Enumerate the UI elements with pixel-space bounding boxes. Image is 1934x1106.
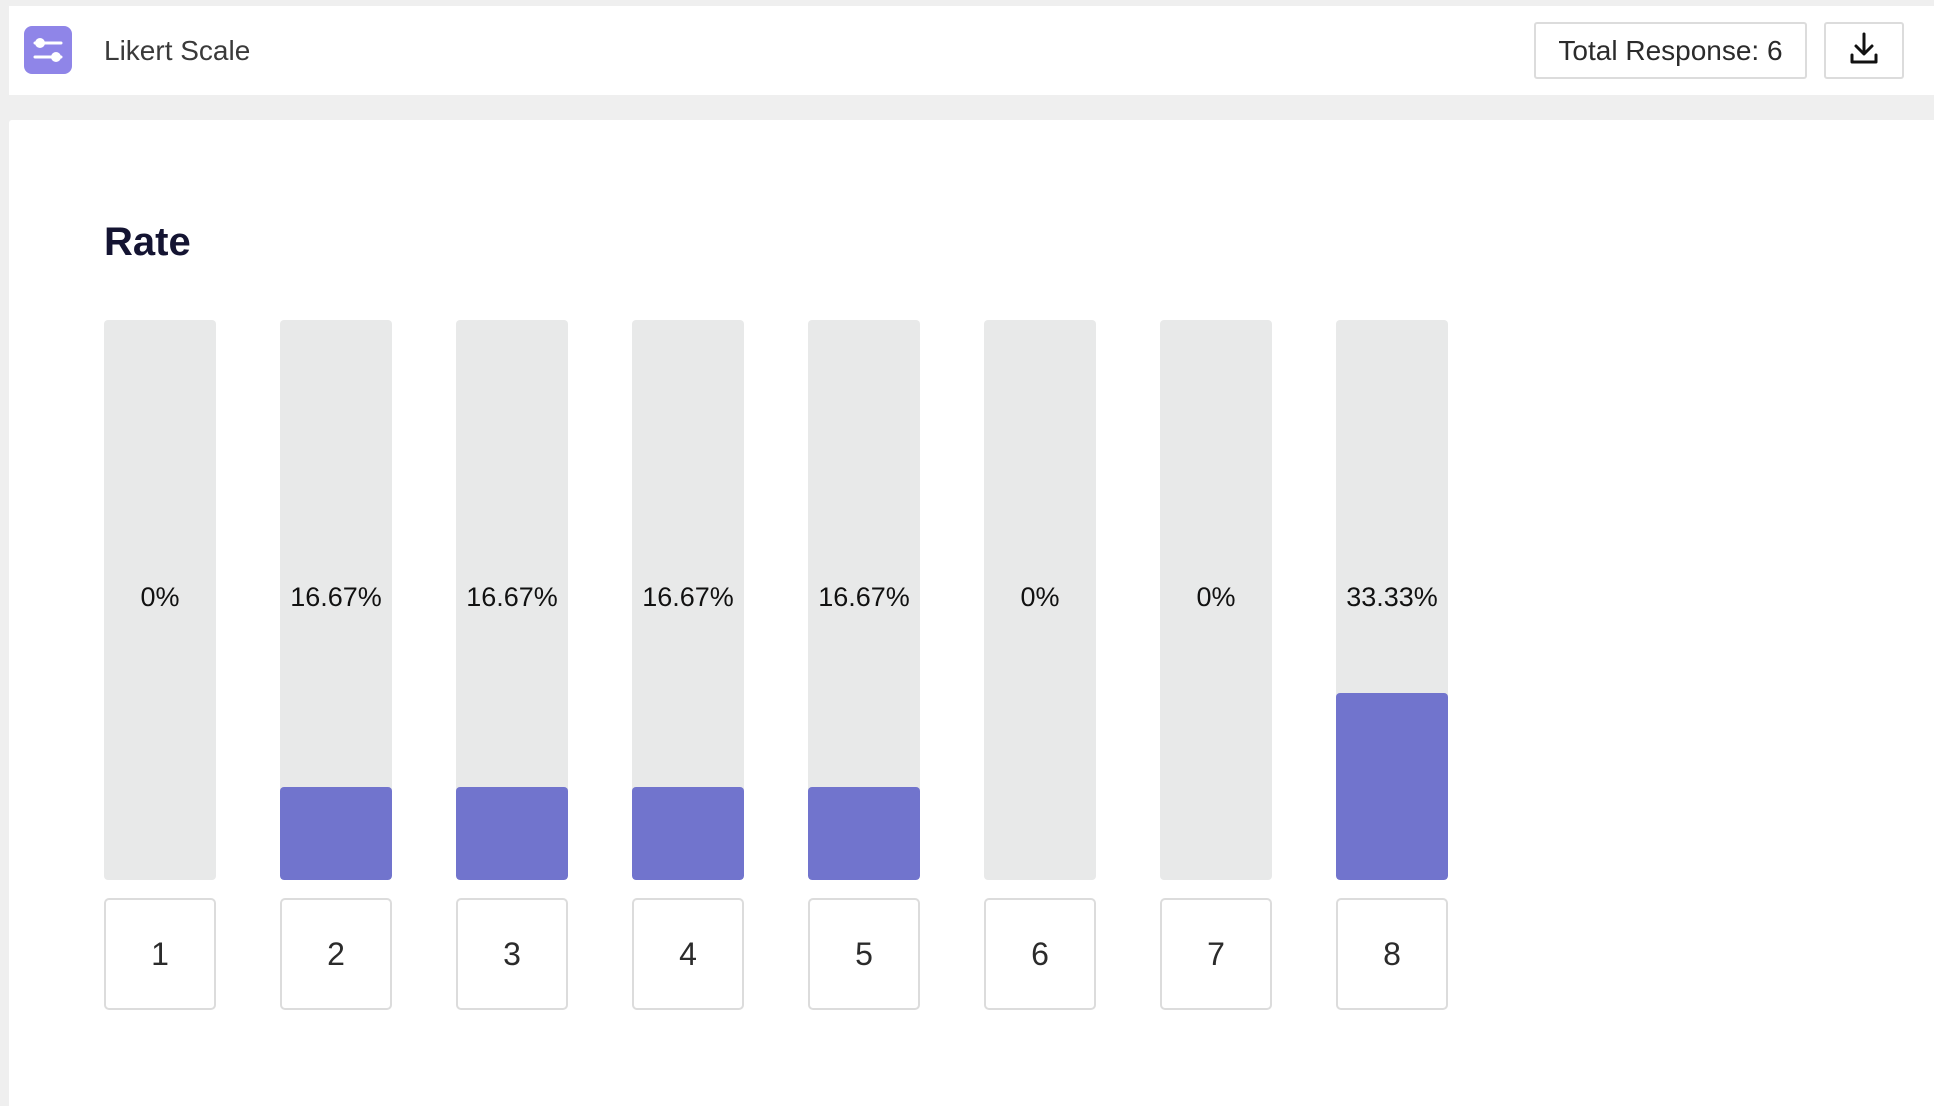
bar-value-label: 0% <box>1196 582 1236 612</box>
total-response-badge: Total Response: 6 <box>1534 22 1807 79</box>
bar-track: 33.33% <box>1336 320 1448 880</box>
bar-fill <box>808 786 920 880</box>
header-bar: Likert Scale Total Response: 6 <box>9 6 1934 95</box>
bar-value-label: 0% <box>140 582 180 612</box>
bar-fill <box>456 786 568 880</box>
question-title: Rate <box>104 220 191 264</box>
scale-option-3[interactable]: 3 <box>456 898 568 1010</box>
bar-fill <box>1336 693 1448 880</box>
scale-option-4[interactable]: 4 <box>632 898 744 1010</box>
bar-value-label: 33.33% <box>1346 582 1438 612</box>
bar-value-label: 0% <box>1020 582 1060 612</box>
bar-value-label: 16.67% <box>290 582 382 612</box>
bar-fill <box>280 786 392 880</box>
likert-bar-chart: 0% 1 16.67% 2 16.67% 3 16.67% 4 16.67% 5 0% 6 0% 7 33.… <box>104 320 1464 1020</box>
scale-option-1[interactable]: 1 <box>104 898 216 1010</box>
scale-option-8[interactable]: 8 <box>1336 898 1448 1010</box>
bar-fill <box>632 786 744 880</box>
bar-value-label: 16.67% <box>642 582 734 612</box>
bar-track: 0% <box>1160 320 1272 880</box>
bar-value-label: 16.67% <box>466 582 558 612</box>
bar-track: 0% <box>104 320 216 880</box>
scale-option-7[interactable]: 7 <box>1160 898 1272 1010</box>
bar-value-label: 16.67% <box>818 582 910 612</box>
results-panel: Rate 0% 1 16.67% 2 16.67% 3 16.67% 4 16.67% 5 0% 6 0… <box>9 120 1934 1106</box>
scale-option-5[interactable]: 5 <box>808 898 920 1010</box>
download-icon <box>1848 31 1880 70</box>
scale-option-2[interactable]: 2 <box>280 898 392 1010</box>
bar-track: 16.67% <box>280 320 392 880</box>
sliders-icon <box>24 26 72 74</box>
scale-option-6[interactable]: 6 <box>984 898 1096 1010</box>
bar-track: 16.67% <box>808 320 920 880</box>
bar-track: 16.67% <box>632 320 744 880</box>
bar-track: 16.67% <box>456 320 568 880</box>
app-title: Likert Scale <box>104 35 251 66</box>
download-button[interactable] <box>1824 22 1904 79</box>
bar-track: 0% <box>984 320 1096 880</box>
